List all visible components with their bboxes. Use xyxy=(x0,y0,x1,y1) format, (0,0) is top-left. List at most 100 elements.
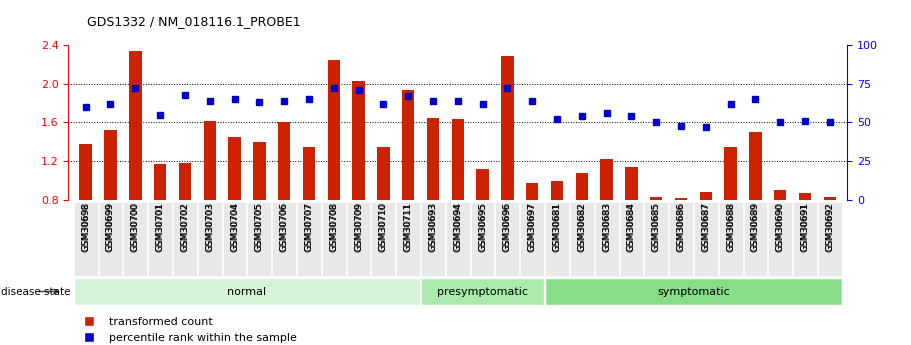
FancyBboxPatch shape xyxy=(445,201,470,276)
Text: GSM30699: GSM30699 xyxy=(106,203,115,252)
Text: GSM30704: GSM30704 xyxy=(230,203,239,252)
Text: normal: normal xyxy=(228,287,267,296)
Text: GSM30682: GSM30682 xyxy=(578,203,587,252)
FancyBboxPatch shape xyxy=(644,201,668,276)
Text: GSM30703: GSM30703 xyxy=(205,201,214,251)
Text: GSM30681: GSM30681 xyxy=(552,201,561,251)
FancyBboxPatch shape xyxy=(743,201,767,276)
Bar xyxy=(501,56,514,200)
Text: GSM30706: GSM30706 xyxy=(280,203,289,252)
Text: symptomatic: symptomatic xyxy=(657,287,730,296)
Text: GSM30687: GSM30687 xyxy=(701,201,711,251)
FancyBboxPatch shape xyxy=(98,201,122,276)
Text: GSM30702: GSM30702 xyxy=(180,203,189,252)
Text: GSM30706: GSM30706 xyxy=(280,201,289,251)
Bar xyxy=(426,118,439,200)
Bar xyxy=(229,137,241,200)
FancyBboxPatch shape xyxy=(222,201,247,276)
Text: GSM30695: GSM30695 xyxy=(478,201,487,251)
Legend: transformed count, percentile rank within the sample: transformed count, percentile rank withi… xyxy=(74,313,302,345)
FancyBboxPatch shape xyxy=(173,201,197,276)
FancyBboxPatch shape xyxy=(471,201,495,276)
Text: GSM30700: GSM30700 xyxy=(131,203,139,252)
FancyBboxPatch shape xyxy=(198,201,221,276)
FancyBboxPatch shape xyxy=(248,201,271,276)
FancyBboxPatch shape xyxy=(570,201,594,276)
Bar xyxy=(353,81,364,200)
FancyBboxPatch shape xyxy=(793,201,817,276)
Text: GSM30694: GSM30694 xyxy=(454,201,462,251)
Bar xyxy=(452,119,464,200)
Bar xyxy=(675,198,687,200)
Text: GSM30683: GSM30683 xyxy=(602,203,611,252)
Bar xyxy=(302,147,315,200)
Text: GSM30707: GSM30707 xyxy=(304,203,313,252)
FancyBboxPatch shape xyxy=(347,201,371,276)
FancyBboxPatch shape xyxy=(123,201,148,276)
FancyBboxPatch shape xyxy=(496,201,519,276)
Bar xyxy=(129,51,141,200)
FancyBboxPatch shape xyxy=(74,277,420,306)
Text: GSM30708: GSM30708 xyxy=(329,201,338,251)
FancyBboxPatch shape xyxy=(322,201,345,276)
Text: GSM30695: GSM30695 xyxy=(478,203,487,252)
FancyBboxPatch shape xyxy=(619,201,643,276)
FancyBboxPatch shape xyxy=(396,201,420,276)
FancyBboxPatch shape xyxy=(768,201,793,276)
Text: GSM30697: GSM30697 xyxy=(527,203,537,252)
FancyBboxPatch shape xyxy=(272,201,296,276)
Bar xyxy=(377,147,390,200)
Text: GSM30705: GSM30705 xyxy=(255,201,264,251)
Text: GSM30703: GSM30703 xyxy=(205,203,214,252)
Text: GSM30686: GSM30686 xyxy=(677,203,686,252)
Bar xyxy=(253,142,265,200)
Text: GSM30711: GSM30711 xyxy=(404,203,413,252)
FancyBboxPatch shape xyxy=(595,201,619,276)
FancyBboxPatch shape xyxy=(421,277,544,306)
Bar xyxy=(749,132,762,200)
Text: GSM30684: GSM30684 xyxy=(627,201,636,251)
Text: GSM30711: GSM30711 xyxy=(404,201,413,251)
Bar xyxy=(650,197,662,200)
Text: GSM30688: GSM30688 xyxy=(726,201,735,251)
Bar xyxy=(799,193,812,200)
Text: GSM30685: GSM30685 xyxy=(651,203,660,252)
Text: GSM30709: GSM30709 xyxy=(354,203,363,252)
Text: GSM30693: GSM30693 xyxy=(428,201,437,251)
Bar xyxy=(526,183,538,200)
Bar xyxy=(600,159,613,200)
Text: GSM30707: GSM30707 xyxy=(304,201,313,251)
Text: GSM30687: GSM30687 xyxy=(701,203,711,252)
Text: GSM30691: GSM30691 xyxy=(801,203,810,252)
Bar xyxy=(328,60,340,200)
Bar xyxy=(774,190,786,200)
Bar xyxy=(724,147,737,200)
Text: GSM30693: GSM30693 xyxy=(428,203,437,252)
Text: GSM30710: GSM30710 xyxy=(379,201,388,251)
Text: GSM30690: GSM30690 xyxy=(776,203,784,252)
FancyBboxPatch shape xyxy=(818,201,842,276)
Bar xyxy=(203,120,216,200)
Text: presymptomatic: presymptomatic xyxy=(437,287,528,296)
Text: GSM30702: GSM30702 xyxy=(180,201,189,251)
Bar xyxy=(625,167,638,200)
Text: GSM30705: GSM30705 xyxy=(255,203,264,252)
Text: GSM30684: GSM30684 xyxy=(627,203,636,252)
Text: GSM30691: GSM30691 xyxy=(801,201,810,251)
FancyBboxPatch shape xyxy=(545,201,568,276)
Text: disease state: disease state xyxy=(2,287,71,296)
Text: GSM30685: GSM30685 xyxy=(651,201,660,251)
Text: GSM30689: GSM30689 xyxy=(751,203,760,252)
Text: GSM30692: GSM30692 xyxy=(825,201,834,251)
FancyBboxPatch shape xyxy=(421,201,445,276)
Text: GSM30704: GSM30704 xyxy=(230,201,239,251)
Text: GSM30700: GSM30700 xyxy=(131,201,139,251)
Text: GSM30692: GSM30692 xyxy=(825,203,834,252)
FancyBboxPatch shape xyxy=(297,201,321,276)
Text: GSM30701: GSM30701 xyxy=(156,201,165,251)
Text: GSM30696: GSM30696 xyxy=(503,203,512,252)
Text: GSM30709: GSM30709 xyxy=(354,201,363,251)
Text: GSM30696: GSM30696 xyxy=(503,201,512,251)
Bar xyxy=(278,122,291,200)
FancyBboxPatch shape xyxy=(669,201,693,276)
